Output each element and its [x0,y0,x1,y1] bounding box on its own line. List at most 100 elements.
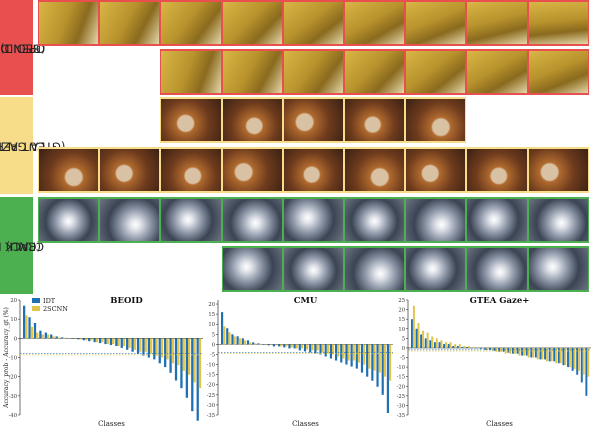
bar [360,344,364,373]
frame-image [528,199,588,241]
video-frame [345,99,405,141]
video-frame [222,99,282,141]
y-tick-label: -20 [9,375,17,381]
bar [580,347,583,383]
bar [534,347,537,358]
y-tick-label: -35 [207,413,215,419]
frame-image [161,149,221,191]
bar [293,344,296,349]
bar [249,342,252,345]
bar [226,328,229,345]
video-frame [345,149,405,191]
bar [319,344,322,355]
video-frame [467,248,527,290]
video-frame [345,2,405,44]
frame-image [283,2,343,44]
bar [502,347,505,352]
bar [95,338,99,343]
y-tick-label: 10 [208,322,215,328]
bar [109,338,113,346]
bar [185,338,189,398]
strip-border [221,246,589,292]
frame-image [345,2,405,44]
y-tick-label: 0 [402,346,405,352]
bar [378,344,381,373]
bar [429,340,432,348]
bar [342,344,345,359]
video-frame [222,2,282,44]
bar [52,336,55,339]
bar [236,336,239,345]
bar [84,338,88,341]
bar [300,344,304,349]
bar [452,346,455,348]
frame-image [467,199,527,241]
bar [198,338,202,389]
bar [241,338,244,345]
bar [79,338,82,340]
bar [326,344,329,354]
frame-image [222,99,282,141]
chart-title: BEOID [110,296,143,306]
bar [345,344,348,365]
bar [555,347,558,364]
frame-image [100,199,160,241]
bar [578,347,581,371]
bar [252,342,255,345]
bar [335,344,338,361]
bar [527,347,530,358]
frame-image [528,149,588,191]
bar [363,344,366,365]
y-tick-label: 20 [398,308,405,314]
bar [557,347,560,364]
bar [582,347,585,375]
bar [191,338,194,412]
video-frame [406,51,466,93]
frame-image [345,248,405,290]
y-tick-label: -15 [207,373,215,379]
bar [122,338,126,346]
video-frame [283,199,343,241]
video-frame [528,2,588,44]
bar [463,346,466,348]
video-frame [100,2,160,44]
frame-image [161,51,221,93]
bar [571,347,574,371]
video-frame [528,248,588,290]
bar [115,338,118,346]
bar [525,347,528,356]
y-tick-label: -25 [397,394,405,400]
y-tick-label: 10 [10,317,17,323]
bar [74,338,77,339]
frame-image [100,149,160,191]
bar [166,338,169,360]
bar [106,338,109,345]
bar [221,312,224,345]
row-label-crack-egg: CRACK EGG(CMU) [0,197,44,294]
bar [472,346,475,348]
bar [541,347,544,360]
bar [500,347,503,352]
bar [133,338,137,350]
bar [493,347,496,351]
bar [420,334,423,348]
y-tick-label: -10 [397,365,405,371]
bar [337,344,340,357]
video-frame [161,199,221,241]
bar [415,328,418,348]
bar [376,344,379,387]
video-frame [39,149,99,191]
bar [350,344,353,367]
bar [285,344,288,347]
legend-label: 2SCNN [43,305,68,313]
bar [63,337,66,339]
bar [562,347,565,366]
frame-image [222,2,282,44]
bar [112,338,115,345]
frame-image [406,99,466,141]
frame-image [406,149,466,191]
bar [136,338,140,354]
bar [177,338,180,366]
legend-swatch [32,306,40,311]
y-tick-label: -20 [397,384,405,390]
